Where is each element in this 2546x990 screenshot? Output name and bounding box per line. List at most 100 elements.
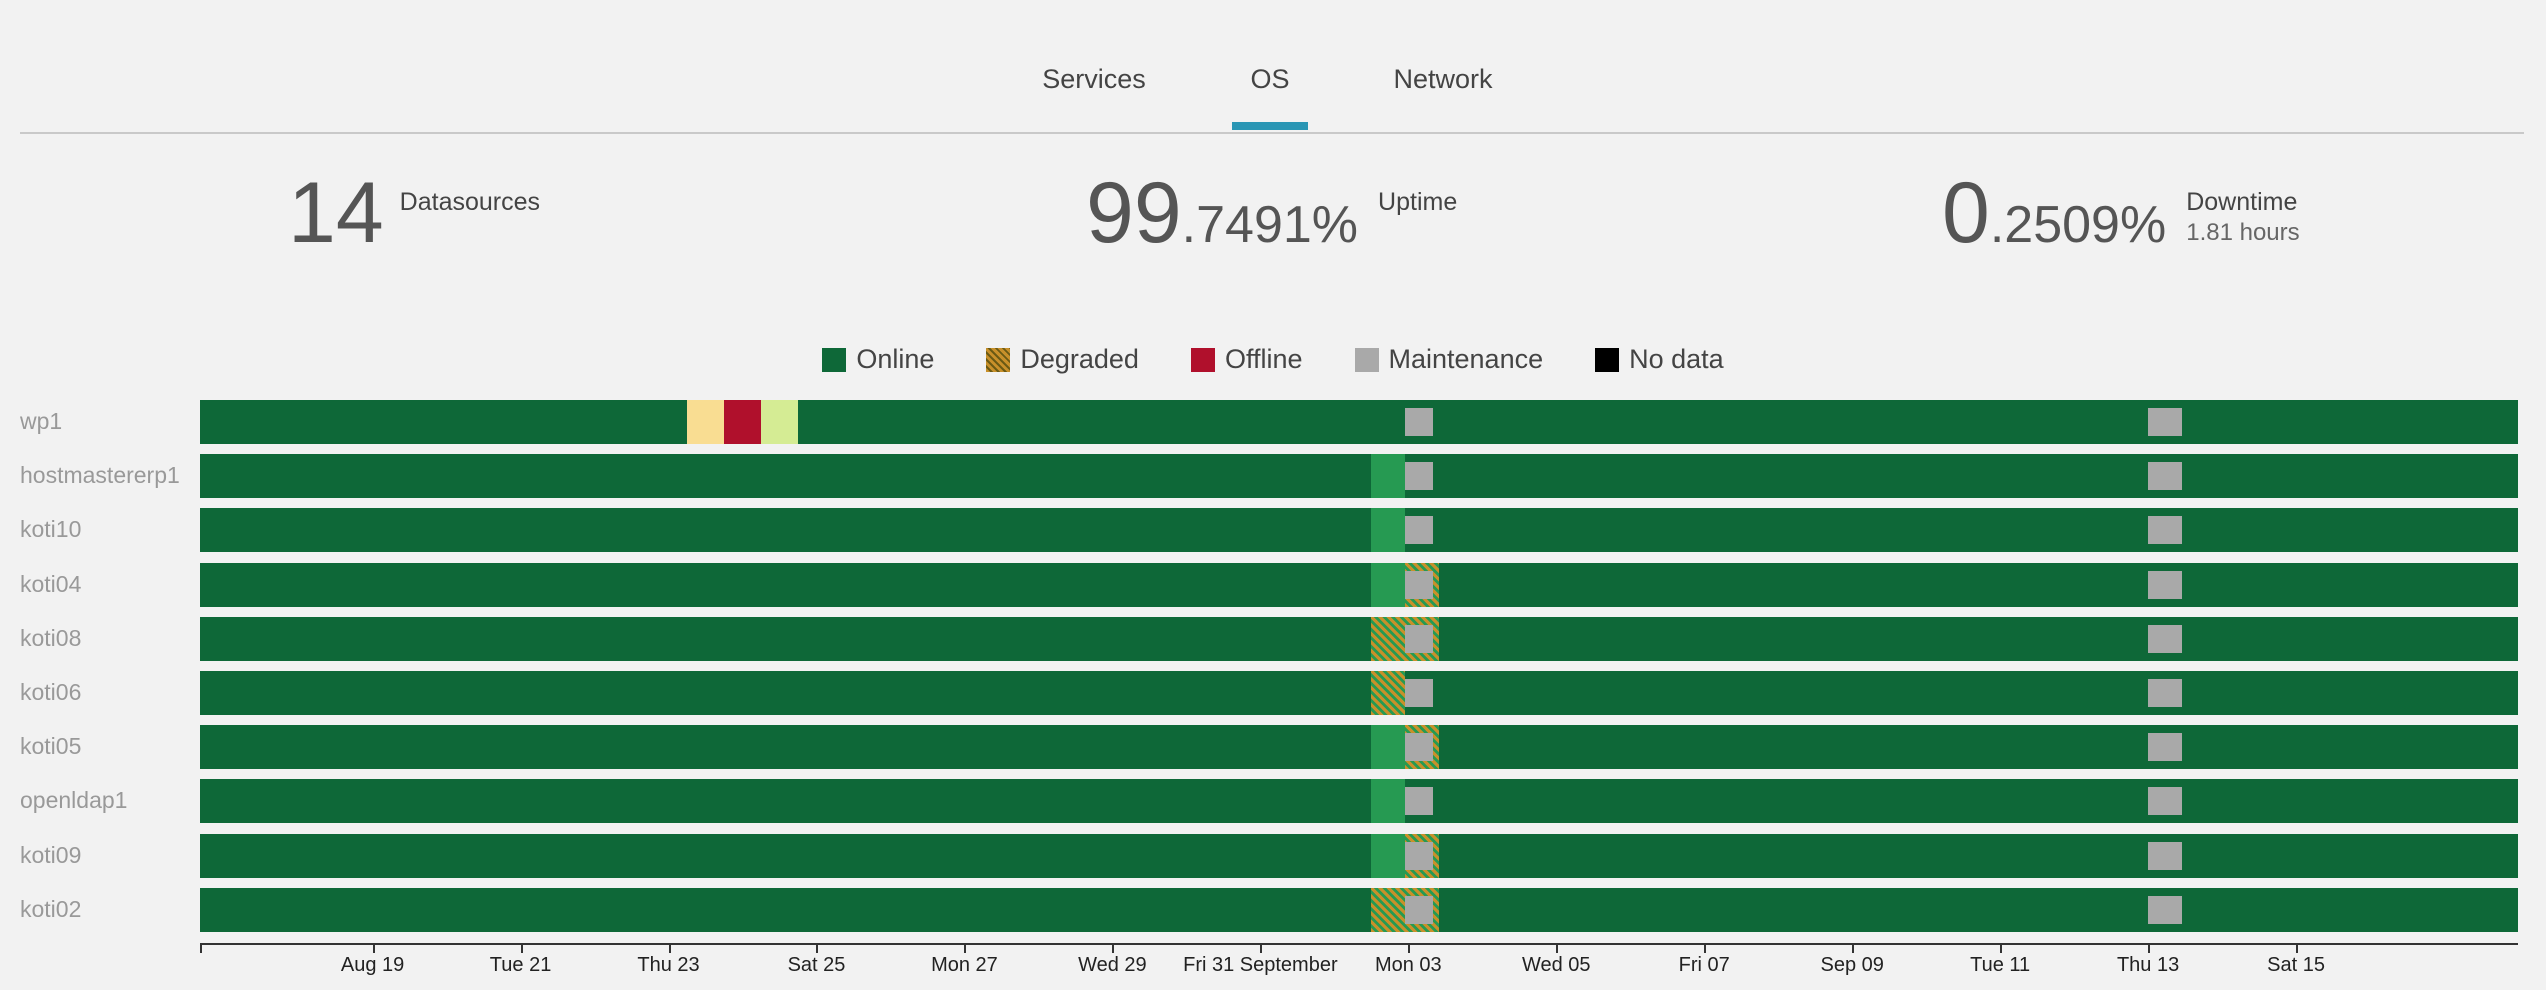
maintenance-segment[interactable]: [1405, 679, 1433, 707]
host-label: koti05: [20, 733, 82, 760]
axis-tick: [1260, 943, 1263, 953]
maintenance-segment[interactable]: [1405, 570, 1433, 599]
host-bar[interactable]: [200, 400, 2518, 444]
light_online-segment[interactable]: [1371, 833, 1406, 878]
tab-os[interactable]: OS: [1250, 64, 1290, 94]
host-bar[interactable]: [200, 454, 2518, 499]
maintenance-segment[interactable]: [2148, 516, 2182, 545]
host-label: koti02: [20, 895, 82, 922]
datasources-label: Datasources: [399, 188, 541, 216]
offline-segment[interactable]: [724, 400, 761, 444]
maintenance-segment[interactable]: [2148, 733, 2182, 762]
pending-segment[interactable]: [687, 400, 724, 444]
axis-tick: [668, 943, 671, 953]
datasources-count: 14: [288, 165, 384, 261]
active-tab-indicator: [1232, 122, 1308, 130]
legend-swatch: [822, 347, 847, 372]
maintenance-segment[interactable]: [2148, 895, 2182, 924]
maintenance-segment[interactable]: [2148, 787, 2182, 816]
maintenance-segment[interactable]: [1405, 408, 1433, 436]
axis-tick-label: Sat 15: [2267, 954, 2325, 976]
uptime-label: Uptime: [1378, 188, 1458, 216]
uptime-stat: 99.7491% Uptime: [1086, 170, 1457, 256]
axis-tick-label: Tue 11: [1970, 954, 2031, 976]
uptime-int: 99: [1086, 165, 1182, 261]
axis-tick: [964, 943, 967, 953]
legend-label: Maintenance: [1388, 344, 1544, 374]
host-bar[interactable]: [200, 671, 2518, 715]
maintenance-segment[interactable]: [1405, 895, 1433, 924]
degraded-segment[interactable]: [1371, 671, 1406, 715]
axis-tick: [2296, 943, 2299, 953]
legend: Online Degraded Offline Maintenance No data: [0, 344, 2546, 379]
axis-tick: [816, 943, 819, 953]
light_online-segment[interactable]: [1371, 508, 1406, 553]
legend-label: No data: [1629, 344, 1724, 374]
light_online-segment[interactable]: [1371, 454, 1406, 499]
host-bar[interactable]: [200, 887, 2518, 932]
axis-tick: [200, 943, 202, 953]
maintenance-segment[interactable]: [2148, 408, 2182, 436]
host-label: wp1: [20, 408, 63, 434]
maintenance-segment[interactable]: [1405, 733, 1433, 762]
axis-tick: [1556, 943, 1559, 953]
host-bar[interactable]: [200, 833, 2518, 878]
axis-tick-label: Aug 19: [340, 954, 405, 976]
host-label: koti10: [20, 516, 82, 543]
legend-label: Degraded: [1020, 344, 1139, 374]
host-label: hostmastererp1: [20, 462, 180, 489]
host-bar[interactable]: [200, 508, 2518, 553]
axis-tick-label: Thu 13: [2116, 954, 2180, 976]
light_online-segment[interactable]: [1371, 562, 1406, 607]
light_online-segment[interactable]: [1371, 779, 1406, 824]
axis-tick-label: Fri 07: [1678, 954, 1730, 976]
downtime-hours: 1.81 hours: [2186, 219, 2300, 246]
maintenance-segment[interactable]: [2148, 462, 2182, 491]
downtime-label: Downtime 1.81 hours: [2186, 188, 2299, 247]
maintenance-segment[interactable]: [1405, 462, 1433, 491]
legend-item-offline: Offline: [1190, 344, 1303, 375]
host-bar[interactable]: [200, 779, 2518, 824]
axis-tick: [1852, 943, 1855, 953]
legend-item-online: Online: [822, 344, 934, 375]
maintenance-segment[interactable]: [1405, 787, 1433, 816]
downtime-int: 0: [1942, 165, 1990, 261]
axis-tick-label: Wed 05: [1521, 954, 1591, 976]
downtime-stat: 0.2509% Downtime 1.81 hours: [1942, 170, 2300, 256]
host-label: koti08: [20, 624, 82, 651]
axis-tick-label: Tue 21: [489, 954, 552, 976]
legend-item-no-data: No data: [1595, 344, 1724, 375]
axis-tick-label: Sep 09: [1820, 954, 1884, 976]
legend-item-degraded: Degraded: [986, 344, 1139, 375]
maintenance-segment[interactable]: [2148, 841, 2182, 870]
uptime-value: 99.7491%: [1086, 165, 1358, 261]
axis-tick-label: Thu 23: [637, 954, 700, 976]
axis-tick: [372, 943, 375, 953]
axis-tick: [520, 943, 523, 953]
legend-label: Offline: [1224, 344, 1303, 374]
axis-tick-label: Mon 03: [1374, 954, 1442, 976]
host-bar[interactable]: [200, 616, 2518, 661]
tab-services[interactable]: Services: [1042, 64, 1146, 94]
maintenance-segment[interactable]: [1405, 841, 1433, 870]
host-bar[interactable]: [200, 725, 2518, 770]
legend-swatch: [986, 347, 1011, 372]
axis-tick-label: Mon 27: [931, 954, 998, 976]
maintenance-segment[interactable]: [2148, 679, 2182, 707]
light_online-segment[interactable]: [1371, 725, 1406, 770]
downtime-frac: .2509%: [1989, 196, 2167, 254]
maintenance-segment[interactable]: [1405, 516, 1433, 545]
host-label: koti04: [20, 570, 82, 597]
axis-tick: [1112, 943, 1115, 953]
maintenance-segment[interactable]: [1405, 624, 1433, 653]
axis-tick: [2000, 943, 2003, 953]
axis-tick: [1704, 943, 1707, 953]
tab-bar: [20, 0, 2524, 134]
tab-network[interactable]: Network: [1393, 64, 1493, 94]
legend-swatch: [1595, 347, 1620, 372]
host-bar[interactable]: [200, 562, 2518, 607]
maintenance-segment[interactable]: [2148, 570, 2182, 599]
recovering-segment[interactable]: [761, 400, 798, 444]
uptime-frac: .7491%: [1181, 196, 1359, 254]
maintenance-segment[interactable]: [2148, 624, 2182, 653]
